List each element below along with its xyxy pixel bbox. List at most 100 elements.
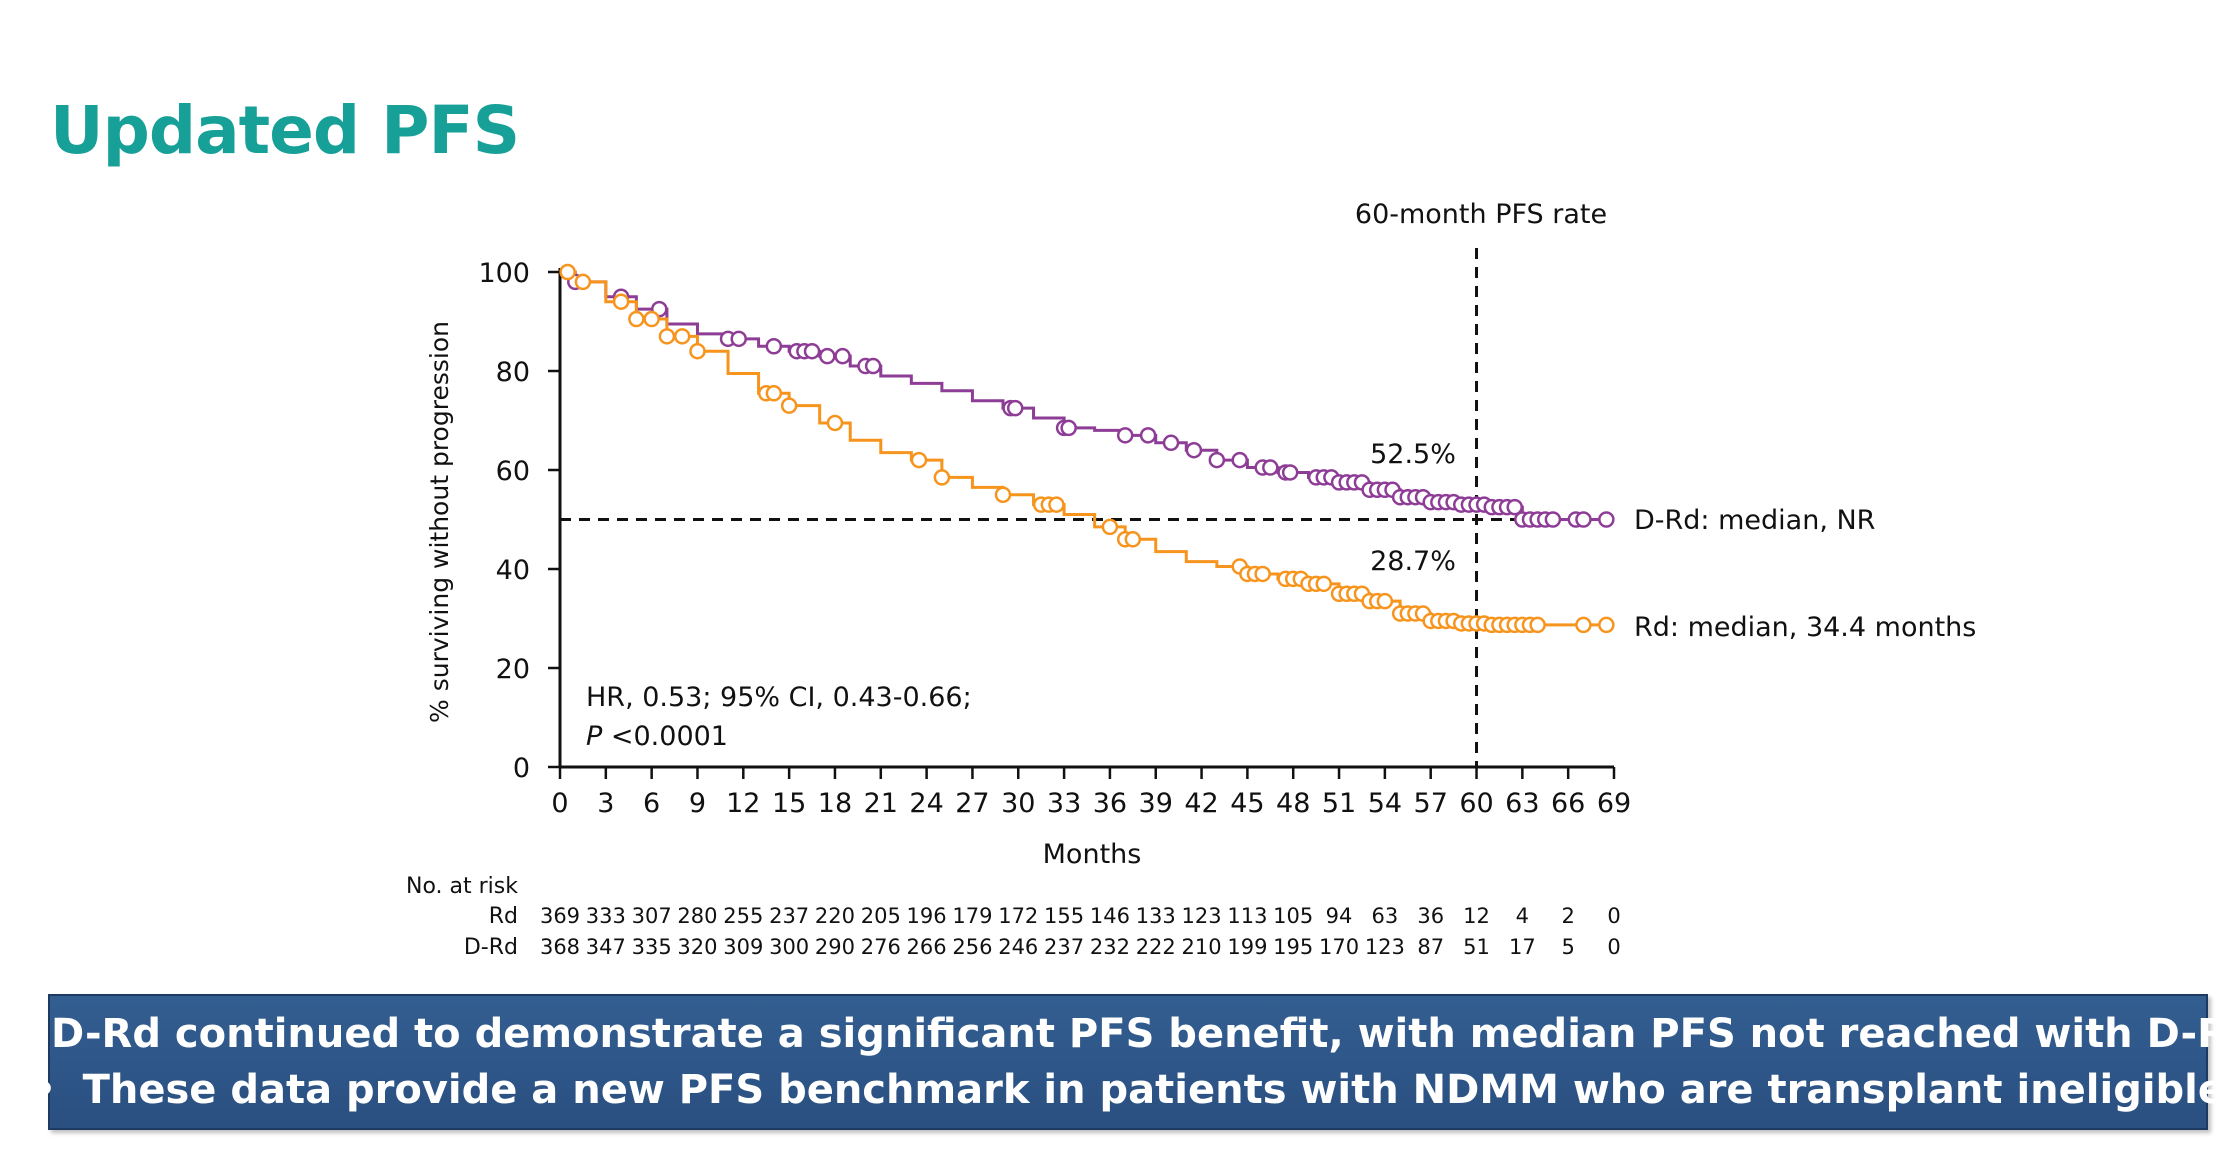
curve-rd bbox=[560, 270, 1614, 627]
risk-count: 123 bbox=[1365, 935, 1405, 959]
risk-count: 290 bbox=[815, 935, 855, 959]
risk-count: 280 bbox=[677, 904, 717, 928]
y-tick-label: 60 bbox=[496, 456, 530, 487]
finding-bullet-2: • These data provide a new PFS benchmark… bbox=[31, 1062, 2225, 1118]
reference-lines bbox=[560, 248, 1517, 767]
y-tick-label: 20 bbox=[496, 654, 530, 685]
x-tick-label: 48 bbox=[1276, 788, 1310, 819]
pfs-chart: 0 3 6 9 12 15 18 21 24 27 30 33 36 39 42 45 48 51 54 57 60 63… bbox=[406, 199, 1976, 960]
x-tick-label: 24 bbox=[909, 788, 943, 819]
x-tick-label: 42 bbox=[1184, 788, 1218, 819]
risk-count: 94 bbox=[1326, 904, 1353, 928]
censor-mark-rd bbox=[1575, 616, 1592, 634]
risk-count: 105 bbox=[1273, 904, 1313, 928]
censor-mark-rd bbox=[559, 263, 576, 281]
censor-mark-d-rd bbox=[864, 357, 882, 375]
risk-count: 369 bbox=[540, 904, 580, 928]
risk-count: 335 bbox=[632, 935, 672, 959]
censor-mark-rd bbox=[612, 293, 630, 310]
risk-count: 5 bbox=[1561, 935, 1574, 959]
x-tick-label: 39 bbox=[1139, 788, 1173, 819]
risk-count: 256 bbox=[952, 935, 992, 959]
x-tick-label: 6 bbox=[643, 788, 660, 819]
risk-count: 17 bbox=[1509, 935, 1536, 959]
finding-text-1: D-Rd continued to demonstrate a signific… bbox=[51, 1011, 2231, 1057]
risk-count: 170 bbox=[1319, 935, 1359, 959]
risk-count: 320 bbox=[677, 935, 717, 959]
censor-mark-d-rd bbox=[765, 338, 783, 355]
censor-mark-d-rd bbox=[1208, 451, 1226, 469]
risk-count: 155 bbox=[1044, 904, 1084, 928]
risk-count: 266 bbox=[907, 935, 947, 959]
risk-count: 0 bbox=[1607, 935, 1620, 959]
risk-count: 63 bbox=[1372, 904, 1399, 928]
risk-count: 2 bbox=[1561, 904, 1574, 928]
x-tick-label: 15 bbox=[772, 788, 806, 819]
x-tick-label: 60 bbox=[1459, 788, 1493, 819]
censor-mark-rd bbox=[1048, 496, 1065, 513]
risk-count: 300 bbox=[769, 935, 809, 959]
censor-mark-rd bbox=[933, 469, 951, 486]
risk-count: 87 bbox=[1417, 935, 1444, 959]
x-tick-label: 18 bbox=[818, 788, 852, 819]
risk-count: 246 bbox=[998, 935, 1038, 959]
risk-count: 255 bbox=[723, 904, 763, 928]
risk-row-label: D-Rd bbox=[464, 935, 518, 960]
x-tick-label: 30 bbox=[1001, 788, 1035, 819]
x-tick-label: 27 bbox=[955, 788, 989, 819]
chart-labels: % surviving without progression Months 6… bbox=[425, 199, 1976, 870]
censor-mark-rd bbox=[628, 310, 645, 328]
x-tick-label: 54 bbox=[1368, 788, 1402, 819]
censor-mark-d-rd bbox=[819, 347, 836, 365]
censor-mark-d-rd bbox=[1185, 441, 1203, 459]
finding-text-2: These data provide a new PFS benchmark i… bbox=[82, 1067, 2226, 1113]
risk-count: 0 bbox=[1607, 904, 1620, 928]
x-tick-label: 36 bbox=[1093, 788, 1127, 819]
risk-count: 12 bbox=[1463, 904, 1490, 928]
censor-mark-rd bbox=[1254, 565, 1271, 583]
censor-mark-d-rd bbox=[1231, 451, 1249, 469]
key-findings-banner: • D-Rd continued to demonstrate a signif… bbox=[0, 994, 2231, 1130]
x-tick-label: 12 bbox=[726, 788, 760, 819]
censor-mark-d-rd bbox=[730, 330, 747, 348]
censor-mark-rd bbox=[574, 273, 592, 291]
rd-rate-label: 28.7% bbox=[1370, 546, 1456, 577]
risk-table: No. at risk Rd 369 333 307 280 255 237 220 205 19… bbox=[406, 874, 1621, 960]
censor-mark-d-rd bbox=[1139, 427, 1157, 444]
risk-count: 113 bbox=[1227, 904, 1267, 928]
risk-count: 237 bbox=[769, 904, 809, 928]
risk-count: 196 bbox=[907, 904, 947, 928]
x-tick-label: 63 bbox=[1505, 788, 1539, 819]
censor-mark-d-rd bbox=[1598, 511, 1615, 528]
risk-count: 51 bbox=[1463, 935, 1490, 959]
benchmark-label: 60-month PFS rate bbox=[1355, 199, 1607, 230]
censor-mark-rd bbox=[1529, 616, 1546, 634]
risk-count: 4 bbox=[1516, 904, 1529, 928]
censor-mark-rd bbox=[673, 328, 691, 345]
risk-count: 195 bbox=[1273, 935, 1313, 959]
censor-mark-d-rd bbox=[1116, 427, 1134, 444]
censor-mark-d-rd bbox=[1006, 399, 1024, 417]
y-tick-label: 80 bbox=[496, 357, 530, 388]
risk-row-label: Rd bbox=[489, 904, 518, 929]
risk-table-header: No. at risk bbox=[406, 874, 518, 899]
curve-d-rd bbox=[560, 270, 1614, 521]
risk-count: 146 bbox=[1090, 904, 1130, 928]
censor-mark-d-rd bbox=[834, 347, 851, 365]
censor-mark-rd bbox=[1376, 592, 1394, 610]
chart-axes: 0 3 6 9 12 15 18 21 24 27 30 33 36 39 42 45 48 51 54 57 60 63… bbox=[478, 258, 1631, 819]
risk-count: 333 bbox=[586, 904, 626, 928]
drd-rate-label: 52.5% bbox=[1370, 439, 1456, 470]
x-tick-label: 0 bbox=[551, 788, 568, 819]
censor-mark-rd bbox=[658, 328, 676, 345]
survival-curves bbox=[560, 270, 1614, 627]
censor-mark-d-rd bbox=[1060, 419, 1077, 437]
hr-stats-line1: HR, 0.53; 95% CI, 0.43-0.66; bbox=[586, 682, 972, 713]
risk-count: 307 bbox=[632, 904, 672, 928]
risk-count: 123 bbox=[1182, 904, 1222, 928]
y-tick-label: 100 bbox=[478, 258, 530, 289]
risk-count: 276 bbox=[861, 935, 901, 959]
ylabel: % surviving without progression bbox=[425, 321, 454, 723]
censor-mark-d-rd bbox=[1162, 434, 1180, 452]
censor-mark-rd bbox=[826, 414, 844, 432]
